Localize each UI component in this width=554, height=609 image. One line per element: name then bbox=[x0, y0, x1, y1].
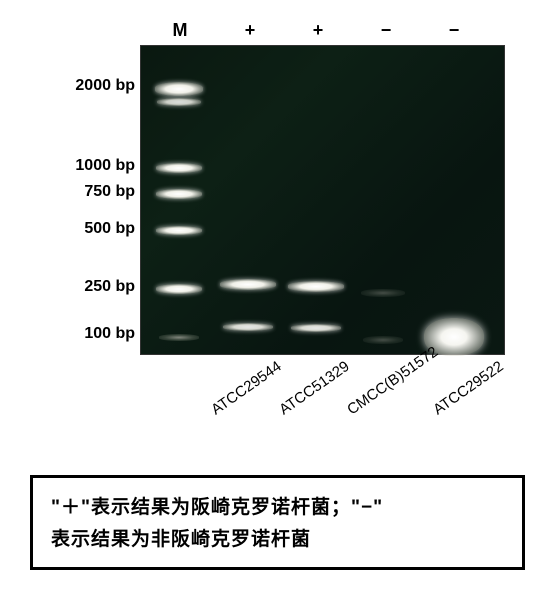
gel-figure: M + + − − 2000 bp 1000 bp 750 bp 500 bp … bbox=[35, 15, 515, 415]
marker-band bbox=[155, 82, 203, 96]
sample-label-2: ATCC51329 bbox=[276, 358, 352, 419]
marker-label-100: 100 bp bbox=[35, 325, 135, 343]
marker-label-500: 500 bp bbox=[35, 220, 135, 238]
marker-band bbox=[156, 226, 202, 235]
sample-band bbox=[363, 336, 403, 344]
marker-label-250: 250 bp bbox=[35, 278, 135, 296]
gel-image bbox=[140, 45, 505, 355]
sample-band bbox=[361, 289, 405, 297]
sample-label-4: ATCC29522 bbox=[430, 358, 506, 419]
lane-label-sign-2: + bbox=[288, 20, 348, 41]
caption-box: "＋"表示结果为阪崎克罗诺杆菌；"−" 表示结果为非阪崎克罗诺杆菌 bbox=[30, 475, 525, 570]
sample-band bbox=[220, 279, 276, 290]
sample-label-1: ATCC29544 bbox=[208, 358, 284, 419]
marker-band bbox=[156, 163, 202, 173]
caption-text: "＋"表示结果为阪崎克罗诺杆菌；"−" 表示结果为非阪崎克罗诺杆菌 bbox=[51, 492, 504, 557]
sample-band bbox=[288, 281, 344, 292]
sample-band bbox=[291, 324, 341, 332]
sample-band bbox=[223, 323, 273, 331]
marker-band bbox=[159, 334, 199, 341]
marker-label-1000: 1000 bp bbox=[35, 157, 135, 175]
marker-band bbox=[156, 284, 202, 294]
caption-line-2: 表示结果为非阪崎克罗诺杆菌 bbox=[51, 529, 311, 550]
lane-label-sign-4: − bbox=[424, 20, 484, 41]
lane-label-sign-1: + bbox=[220, 20, 280, 41]
marker-label-750: 750 bp bbox=[35, 183, 135, 201]
lane-label-marker: M bbox=[150, 20, 210, 41]
marker-band bbox=[157, 98, 201, 106]
marker-label-2000: 2000 bp bbox=[35, 77, 135, 95]
marker-band bbox=[156, 189, 202, 199]
lane-label-sign-3: − bbox=[356, 20, 416, 41]
caption-line-1: "＋"表示结果为阪崎克罗诺杆菌；"−" bbox=[51, 497, 383, 518]
